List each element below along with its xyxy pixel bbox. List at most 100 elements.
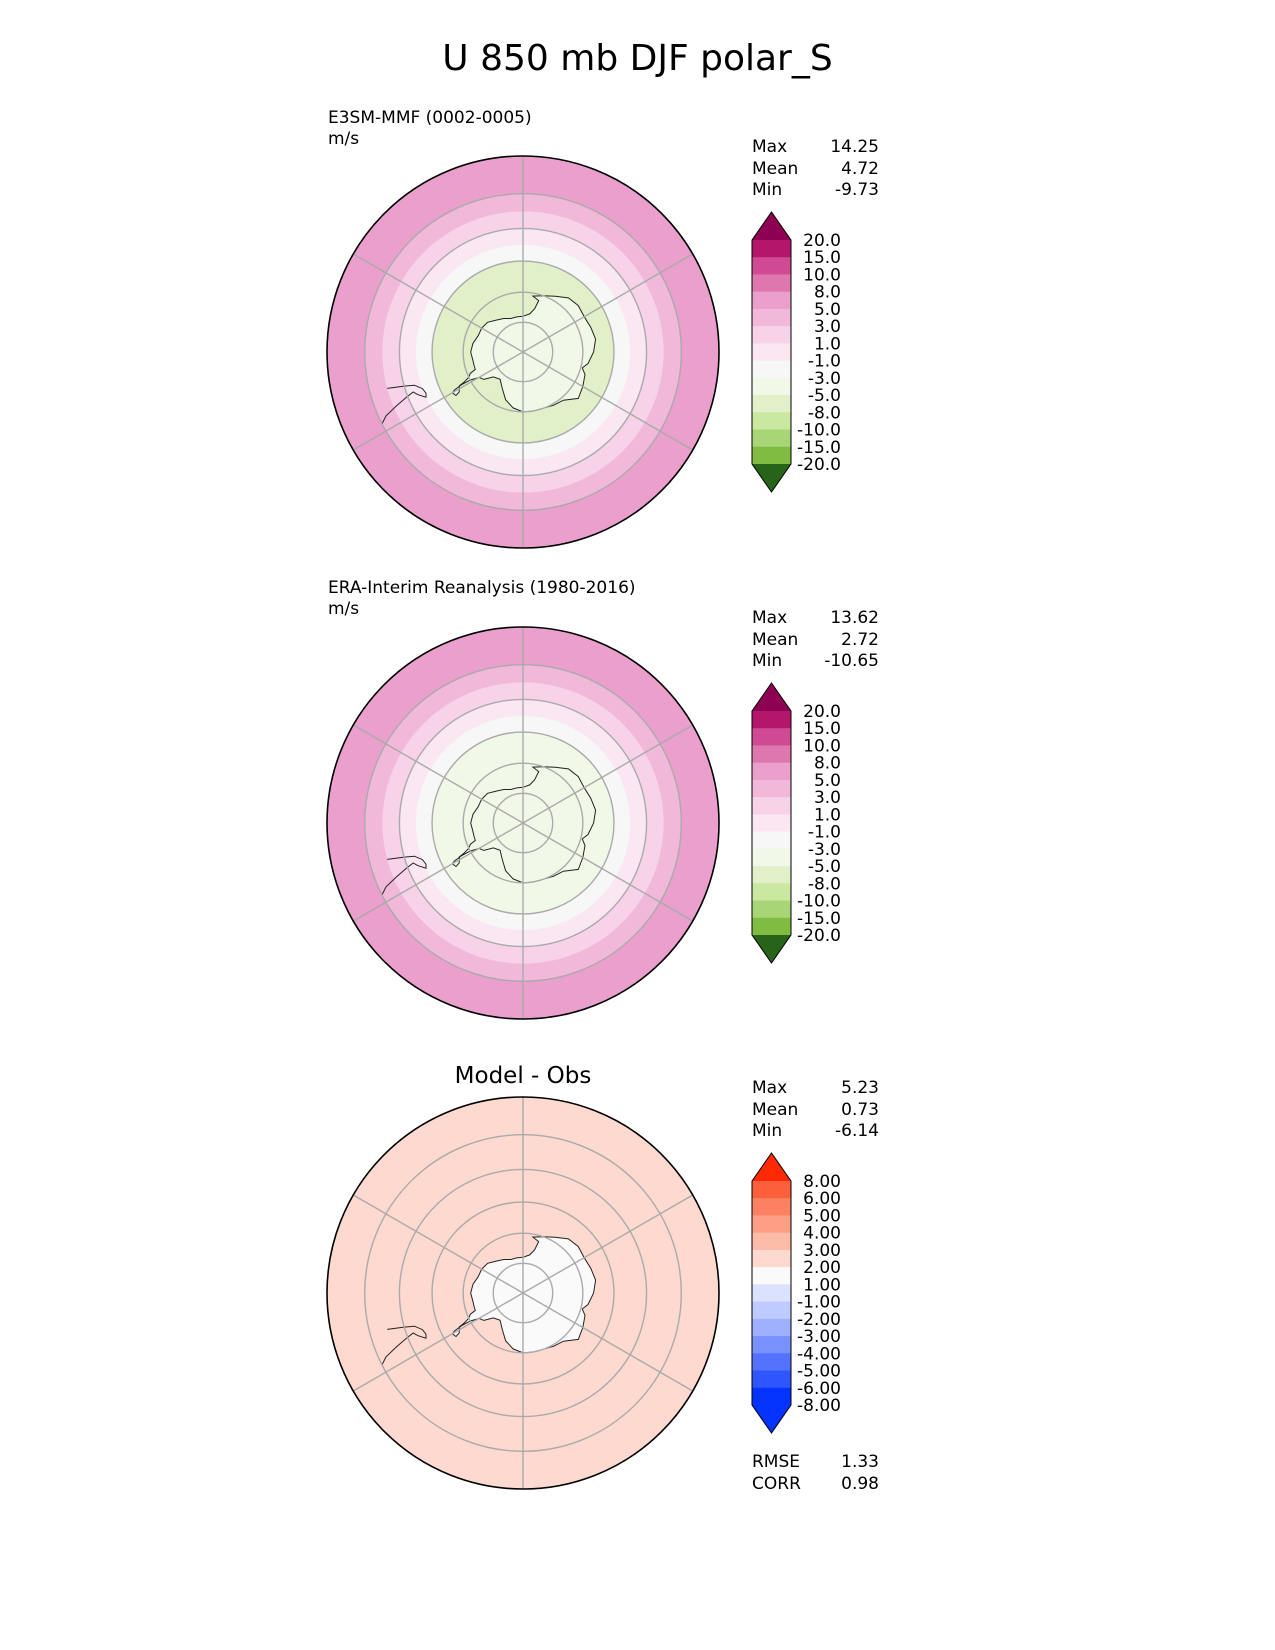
colorbar-tick-label: 8.0 [814,283,841,303]
colorbar-tick-label: -20.0 [797,455,841,475]
colorbar-segment [752,308,791,327]
colorbar-segment [752,883,791,902]
meridian-gridline [522,724,694,824]
colorbar-segment [752,831,791,850]
meridian-gridline [522,822,694,922]
south-america-coastline [381,855,427,896]
colorbar-segment [752,326,791,344]
south-america-coastline [381,1325,427,1366]
colorbar-tick-label: -1.00 [797,1293,841,1313]
colorbar-segment [752,866,791,884]
meridian-gridline [522,253,694,353]
map-boundary [326,155,720,549]
colorbar-tick-label: -10.0 [797,892,841,912]
polar-map-2 [326,626,720,1020]
colorbar-tick-label: -8.00 [797,1396,841,1416]
panel2-stats: Max 13.62 Mean 2.72 Min -10.65 [752,608,879,671]
colorbar-tick-label: 15.0 [803,719,841,739]
colorbar-segment [752,1215,791,1234]
colorbar-segment [752,395,791,413]
meridian-gridline [352,253,524,353]
colorbar-tick-label: 1.0 [814,805,841,825]
polar-map-3 [326,1096,720,1490]
meridian-gridline [522,1292,694,1392]
colorbar-segment [752,814,791,833]
colorbar-segment [752,1336,791,1354]
meridian-gridline [352,1292,524,1392]
colorbar-segment [752,1232,791,1251]
colorbar-tick-label: -20.0 [797,926,841,946]
colorbar-tick-label: -1.0 [808,823,841,843]
panel3-metrics: RMSE 1.33 CORR 0.98 [752,1452,879,1494]
colorbar-outline [751,211,792,493]
colorbar-segment [752,848,791,867]
colorbar-tick-label: -5.0 [808,857,841,877]
colorbar-tick-label: 3.0 [814,317,841,337]
colorbar-tick-label: -3.00 [797,1327,841,1347]
colorbar-tick-label: 20.0 [803,702,841,722]
colorbar-segment [752,779,791,798]
colorbar-segment [752,291,791,310]
panel1-heading: E3SM-MMF (0002-0005) m/s [328,108,532,149]
colorbar-tick-label: 5.0 [814,300,841,320]
colorbar-extend-max [752,212,791,240]
meridian-gridline [522,351,694,451]
colorbar-extend-max [752,683,791,711]
colorbar-tick-label: 5.00 [803,1207,841,1227]
polar-map-1 [326,155,720,549]
colorbar-extend-max [752,1153,791,1181]
colorbar-tick-label: -2.00 [797,1310,841,1330]
colorbar-tick-label: 8.0 [814,754,841,774]
colorbar-tick-label: 6.00 [803,1189,841,1209]
colorbar-segment [752,1370,791,1389]
map-boundary [326,626,720,1020]
colorbar-segment [752,274,791,293]
meridian-gridline [352,724,524,824]
colorbar-segment [752,1387,791,1406]
colorbar-tick-label: 1.00 [803,1275,841,1295]
colorbar-segment [752,1284,791,1303]
colorbar-tick-label: -5.0 [808,386,841,406]
colorbar-extend-min [752,935,791,963]
meridian-gridline [352,822,524,922]
colorbar-segment [752,360,791,379]
colorbar-segment [752,745,791,764]
colorbar-tick-label: 15.0 [803,248,841,268]
colorbar-segment [752,728,791,747]
colorbar-segment [752,1181,791,1199]
colorbar-tick-label: -3.0 [808,369,841,389]
antarctica-coastline [451,766,597,884]
colorbar-tick-label: -15.0 [797,909,841,929]
colorbar-tick-label: -10.0 [797,421,841,441]
colorbar-segment [752,240,791,258]
colorbar-tick-label: -6.00 [797,1379,841,1399]
colorbar-segment [752,446,791,465]
colorbar-tick-label: 3.00 [803,1241,841,1261]
colorbar-tick-label: 20.0 [803,231,841,251]
colorbar-extend-min [752,1405,791,1433]
south-america-coastline [381,384,427,425]
colorbar-segment [752,1267,791,1285]
panel2-heading: ERA-Interim Reanalysis (1980-2016) m/s [328,578,636,619]
colorbar-tick-label: 10.0 [803,737,841,757]
colorbar-tick-label: 2.00 [803,1258,841,1278]
colorbar-segment [752,711,791,729]
antarctica-coastline [451,295,597,413]
colorbar-tick-label: 1.0 [814,334,841,354]
colorbar-segment [752,343,791,362]
colorbar-1: 20.015.010.08.05.03.01.0-1.0-3.0-5.0-8.0… [751,211,841,493]
colorbar-tick-label: -15.0 [797,438,841,458]
antarctica-coastline [451,1236,597,1354]
colorbar-segment [752,429,791,448]
colorbar-tick-label: -8.0 [808,874,841,894]
colorbar-tick-label: 5.0 [814,771,841,791]
colorbar-outline [751,1152,792,1434]
colorbar-tick-label: -5.00 [797,1362,841,1382]
colorbar-segment [752,412,791,431]
colorbar-segment [752,917,791,936]
colorbar-segment [752,1353,791,1372]
colorbar-segment [752,1249,791,1268]
map-boundary [326,1096,720,1490]
colorbar-tick-label: 10.0 [803,266,841,286]
